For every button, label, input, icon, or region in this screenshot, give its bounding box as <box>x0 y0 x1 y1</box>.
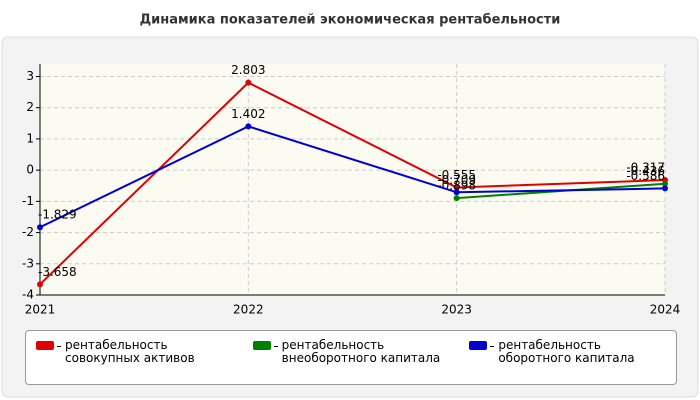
series-line <box>39 125 666 229</box>
y-tick-label: -3 <box>22 256 34 270</box>
data-label: -0.317 <box>626 161 665 175</box>
x-tick-label: 2021 <box>25 303 56 317</box>
data-label: -0.555 <box>437 168 476 182</box>
legend-label: рентабельность оборотного капитала <box>498 338 635 365</box>
data-label: 2.803 <box>231 63 265 77</box>
x-tick-label: 2022 <box>233 303 264 317</box>
y-tick-label: -2 <box>22 225 34 239</box>
x-tick-label: 2024 <box>650 303 681 317</box>
y-tick-label: 0 <box>26 163 34 177</box>
point <box>662 185 668 192</box>
y-tick-label: 1 <box>26 131 34 145</box>
y-tick-label: -4 <box>22 288 34 302</box>
y-tick-label: 2 <box>26 100 34 114</box>
data-label: -0.586 <box>626 169 665 183</box>
point <box>37 224 43 231</box>
legend-dash <box>273 346 278 347</box>
chart-title: Динамика показателей экономическая рента… <box>140 13 561 28</box>
legend-swatch <box>469 341 488 350</box>
y-tick-label: -1 <box>22 194 34 208</box>
series-line <box>39 81 666 286</box>
point <box>453 195 460 202</box>
legend-item: рентабельность совокупных активов <box>26 331 243 384</box>
point <box>37 281 43 288</box>
data-label: 1.402 <box>231 107 265 121</box>
data-label: -0.709 <box>437 173 476 187</box>
point <box>453 189 460 196</box>
legend-label: рентабельность внеоборотного капитала <box>281 338 441 365</box>
data-label: -3.658 <box>38 265 77 279</box>
marks: -3.6582.803-0.555-0.317-0.898-0.436-1.82… <box>37 63 668 288</box>
point <box>453 184 460 191</box>
point <box>245 123 252 130</box>
plot-area <box>40 64 665 295</box>
point <box>245 79 252 86</box>
legend-dash <box>57 346 61 347</box>
legend-item: рентабельность внеоборотного капитала <box>243 331 460 384</box>
y-tick-label: 3 <box>26 69 34 83</box>
point <box>662 180 668 187</box>
data-label: -1.829 <box>38 208 77 222</box>
legend-item: рентабельность оборотного капитала <box>459 331 676 384</box>
x-tick-label: 2023 <box>441 303 472 317</box>
legend-swatch <box>36 341 54 350</box>
legend-label: рентабельность совокупных активов <box>65 338 195 365</box>
legend-swatch <box>252 341 271 350</box>
legend: рентабельность совокупных активов рентабе… <box>25 330 677 385</box>
data-label: -0.436 <box>626 164 665 178</box>
legend-dash <box>490 346 495 347</box>
